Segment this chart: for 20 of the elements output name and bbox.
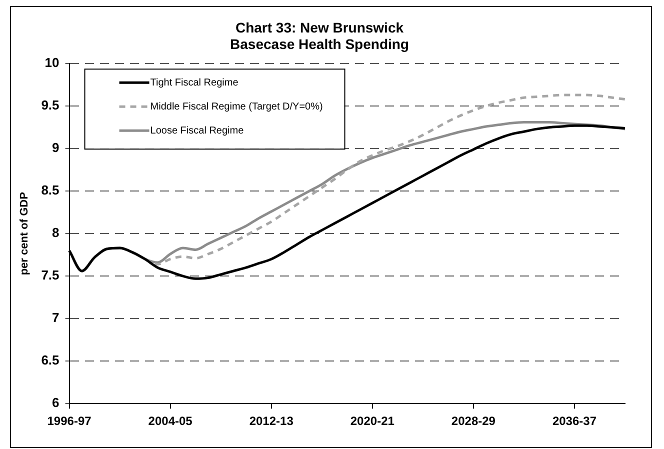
y-axis-title: per cent of GDP [18,192,31,276]
x-tick-label: 2020-21 [350,414,395,428]
x-tick-label: 1996-97 [47,414,92,428]
x-tick-label: 2036-37 [552,414,597,428]
y-tick-label: 6 [52,395,60,410]
legend-label: Middle Fiscal Regime (Target D/Y=0%) [150,101,323,112]
y-tick-label: 10 [44,55,60,70]
y-tick-label: 7.5 [41,268,60,283]
y-tick-label: 9 [52,140,60,156]
y-tick-label: 6.5 [41,352,60,368]
x-tick-label: 2004-05 [148,414,193,428]
y-tick-label: 9.5 [41,98,60,113]
y-tick-label: 8.5 [41,182,60,198]
legend-label: Tight Fiscal Regime [150,77,239,88]
x-tick-label: 2012-13 [249,414,294,428]
y-tick-label: 7 [52,310,60,326]
x-tick-label: 2028-29 [451,414,496,428]
y-tick-label: 8 [52,225,60,240]
legend-label: Loose Fiscal Regime [150,125,244,136]
chart-title: Chart 33: New Brunswick Basecase Health Spending [230,19,409,52]
